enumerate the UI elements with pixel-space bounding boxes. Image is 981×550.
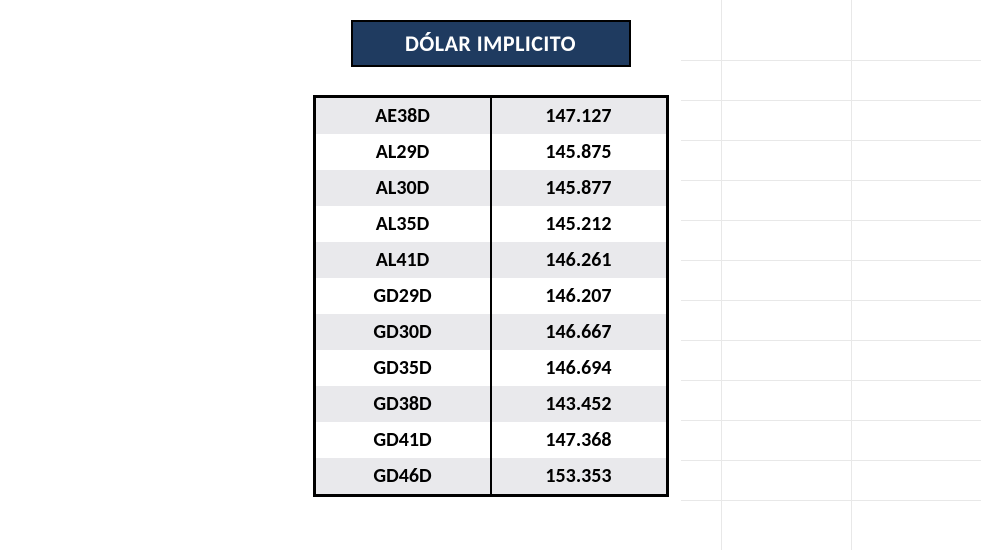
table-row: GD38D143.452 <box>314 386 667 422</box>
table-wrapper: DÓLAR IMPLICITO AE38D147.127AL29D145.875… <box>313 20 669 497</box>
ticker-cell: GD29D <box>314 278 491 314</box>
table-row: AE38D147.127 <box>314 97 667 135</box>
value-cell: 146.261 <box>491 242 668 278</box>
value-cell: 146.207 <box>491 278 668 314</box>
ticker-cell: GD46D <box>314 458 491 496</box>
table-row: GD41D147.368 <box>314 422 667 458</box>
ticker-cell: GD38D <box>314 386 491 422</box>
value-cell: 147.127 <box>491 97 668 135</box>
ticker-cell: GD30D <box>314 314 491 350</box>
value-cell: 153.353 <box>491 458 668 496</box>
ticker-cell: AL30D <box>314 170 491 206</box>
table-row: GD29D146.207 <box>314 278 667 314</box>
ticker-cell: AE38D <box>314 97 491 135</box>
value-cell: 146.694 <box>491 350 668 386</box>
ticker-cell: AL41D <box>314 242 491 278</box>
table-row: AL35D145.212 <box>314 206 667 242</box>
table-title: DÓLAR IMPLICITO <box>351 20 631 67</box>
ticker-cell: AL29D <box>314 134 491 170</box>
value-cell: 145.877 <box>491 170 668 206</box>
value-cell: 143.452 <box>491 386 668 422</box>
value-cell: 145.212 <box>491 206 668 242</box>
table-row: AL29D145.875 <box>314 134 667 170</box>
value-cell: 147.368 <box>491 422 668 458</box>
table-row: GD46D153.353 <box>314 458 667 496</box>
table-body: AE38D147.127AL29D145.875AL30D145.877AL35… <box>314 97 667 496</box>
table-row: GD35D146.694 <box>314 350 667 386</box>
table-row: AL41D146.261 <box>314 242 667 278</box>
value-cell: 145.875 <box>491 134 668 170</box>
table-row: GD30D146.667 <box>314 314 667 350</box>
ticker-cell: AL35D <box>314 206 491 242</box>
ticker-cell: GD35D <box>314 350 491 386</box>
dolar-implicito-table: AE38D147.127AL29D145.875AL30D145.877AL35… <box>313 95 669 497</box>
table-row: AL30D145.877 <box>314 170 667 206</box>
ticker-cell: GD41D <box>314 422 491 458</box>
value-cell: 146.667 <box>491 314 668 350</box>
spreadsheet-gridlines <box>681 0 981 550</box>
